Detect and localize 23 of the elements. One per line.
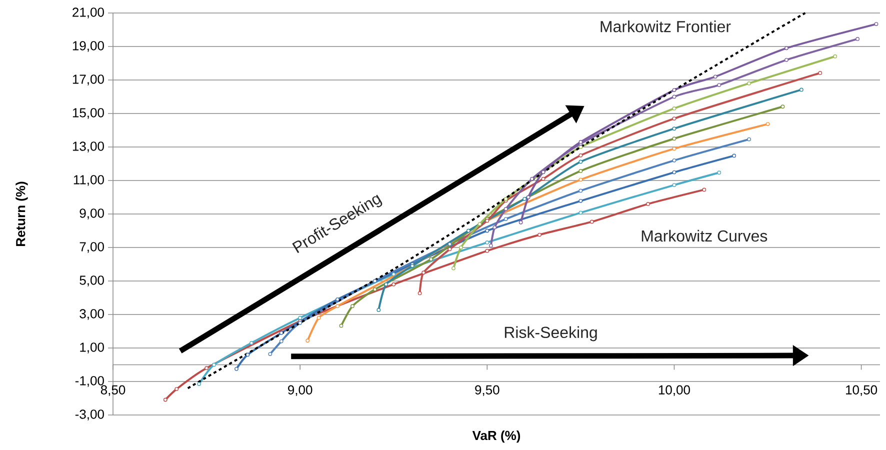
y-tick-label: -3,00	[75, 410, 104, 420]
annotation: Markowitz Curves	[642, 230, 768, 242]
x-tick-label: 10,50	[846, 385, 878, 396]
x-tick-label: 8,50	[100, 385, 126, 396]
y-tick-label: 9,00	[80, 208, 104, 220]
x-tick-label: 9,50	[475, 385, 500, 396]
y-tick-label: -1,00	[75, 376, 104, 387]
y-tick-label: 17,00	[72, 74, 104, 86]
y-tick-label: 1,00	[80, 342, 104, 354]
y-tick-label: 3,00	[80, 309, 104, 320]
y-tick-label: 11,00	[74, 175, 104, 186]
annotation: Markowitz Frontier	[600, 20, 731, 32]
y-tick-label: 7,00	[80, 242, 104, 253]
x-tick-label: 10,00	[658, 385, 690, 396]
y-tick-label: 15,00	[72, 108, 104, 119]
y-tick-label: 13,00	[72, 142, 104, 152]
x-tick-label: 9,00	[288, 385, 312, 396]
y-tick-label: 19,00	[72, 41, 104, 52]
y-tick-label: 5,00	[80, 276, 104, 286]
y-tick-label: 21,00	[72, 8, 104, 18]
y-axis-title: Return (%)	[16, 182, 28, 246]
annotation: Risk-Seeking	[504, 326, 597, 342]
x-axis-title: VaR (%)	[472, 430, 520, 443]
